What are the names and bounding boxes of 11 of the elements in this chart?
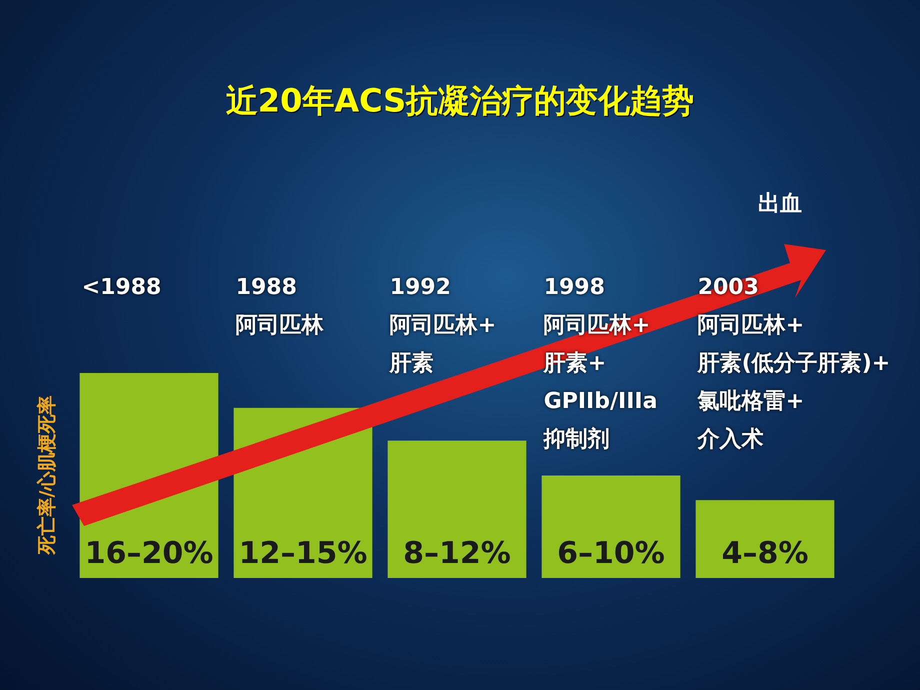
annotation: 16–20% bbox=[84, 536, 214, 571]
annotation: 4–8% bbox=[722, 536, 808, 571]
annotation: 12–15% bbox=[238, 536, 368, 571]
x-tick-label: 1992 阿司匹林+ 肝素 bbox=[390, 274, 496, 378]
chart-title: 近20年ACS抗凝治疗的变化趋势 bbox=[226, 81, 694, 120]
x-tick-label: 1988 阿司匹林 bbox=[236, 274, 324, 340]
annotation: 6–10% bbox=[557, 536, 665, 571]
x-tick-label: <1988 bbox=[82, 274, 162, 302]
text: 出血 bbox=[758, 192, 802, 217]
y-axis-title: 死亡率/心肌梗死率 bbox=[36, 396, 58, 556]
annotation: 8–12% bbox=[403, 536, 511, 571]
